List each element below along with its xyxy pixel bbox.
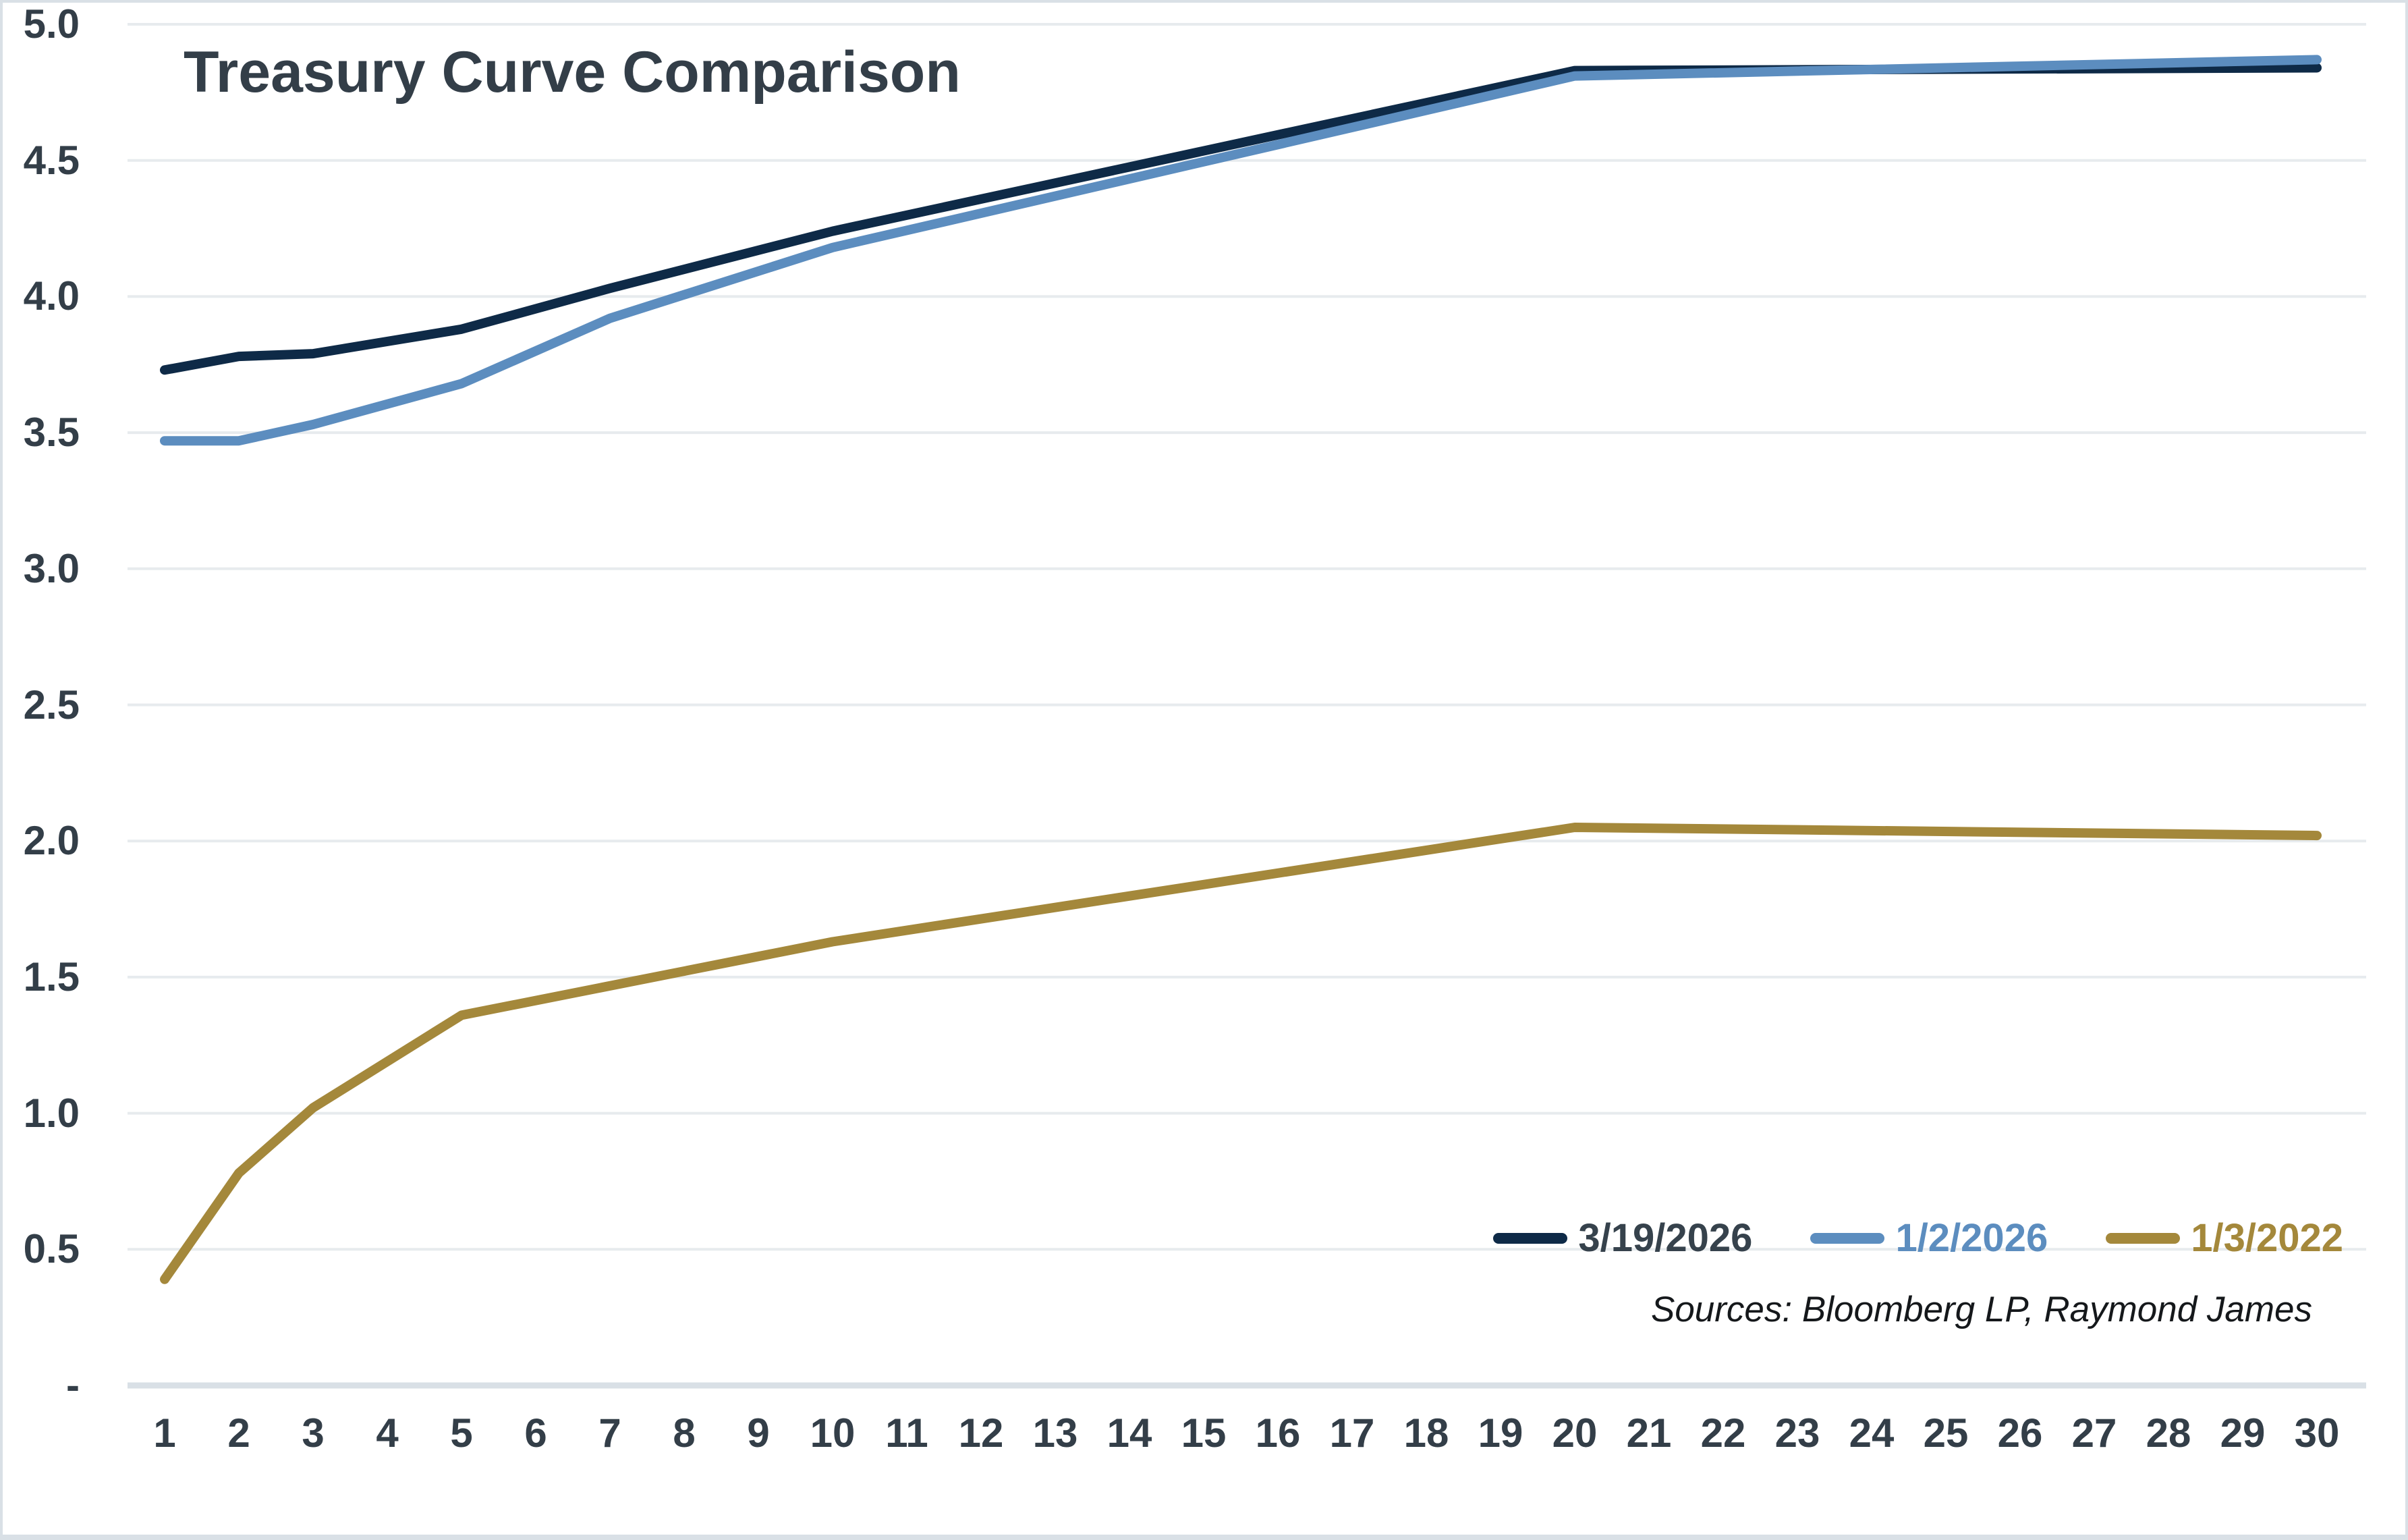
legend-swatch-1-3-2022 — [2106, 1232, 2181, 1244]
x-tick-label: 2 — [227, 1410, 250, 1456]
x-tick-label: 16 — [1255, 1410, 1301, 1456]
legend-item-3-19-2026: 3/19/2026 — [1493, 1215, 1752, 1261]
x-tick-label: 1 — [153, 1410, 176, 1456]
x-tick-label: 30 — [2294, 1410, 2340, 1456]
legend-swatch-1-2-2026 — [1810, 1232, 1885, 1244]
treasury-curve-chart — [128, 23, 2366, 1389]
x-tick-label: 24 — [1849, 1410, 1895, 1456]
legend-label-1-3-2022: 1/3/2022 — [2191, 1216, 2343, 1260]
x-tick-label: 19 — [1478, 1410, 1523, 1456]
y-tick-label: 0.5 — [23, 1226, 80, 1272]
y-tick-label: 2.5 — [23, 682, 80, 727]
x-tick-label: 5 — [450, 1410, 473, 1456]
x-tick-label: 9 — [747, 1410, 770, 1456]
x-tick-label: 8 — [673, 1410, 696, 1456]
x-tick-label: 21 — [1626, 1410, 1672, 1456]
x-tick-label: 13 — [1032, 1410, 1078, 1456]
x-tick-label: 4 — [376, 1410, 399, 1456]
x-tick-label: 26 — [1997, 1410, 2043, 1456]
x-tick-label: 22 — [1700, 1410, 1746, 1456]
x-tick-label: 27 — [2071, 1410, 2117, 1456]
chart-legend: 3/19/2026 1/2/2026 1/3/2022 — [1493, 1215, 2343, 1261]
x-tick-label: 29 — [2220, 1410, 2266, 1456]
legend-label-1-2-2026: 1/2/2026 — [1895, 1216, 2048, 1260]
legend-item-1-3-2022: 1/3/2022 — [2106, 1215, 2343, 1261]
x-tick-label: 12 — [958, 1410, 1004, 1456]
y-tick-label: 1.5 — [23, 954, 80, 999]
y-tick-label: 3.5 — [23, 410, 80, 456]
x-tick-label: 7 — [598, 1410, 621, 1456]
x-tick-label: 28 — [2146, 1410, 2191, 1456]
x-tick-label: 18 — [1403, 1410, 1449, 1456]
x-tick-label: 10 — [810, 1410, 856, 1456]
x-tick-label: 20 — [1552, 1410, 1598, 1456]
y-tick-label: - — [66, 1363, 80, 1408]
y-tick-label: 4.0 — [23, 273, 80, 319]
x-tick-label: 14 — [1107, 1410, 1152, 1456]
x-tick-label: 15 — [1181, 1410, 1227, 1456]
chart-title: Treasury Curve Comparison — [184, 40, 961, 105]
legend-swatch-3-19-2026 — [1493, 1232, 1568, 1244]
series-line-1-2-2026 — [160, 55, 2322, 446]
y-tick-label: 5.0 — [23, 1, 80, 47]
legend-item-1-2-2026: 1/2/2026 — [1810, 1215, 2048, 1261]
y-tick-label: 1.0 — [23, 1090, 80, 1136]
x-tick-label: 23 — [1774, 1410, 1820, 1456]
x-tick-label: 3 — [302, 1410, 325, 1456]
series-line-1-3-2022 — [160, 823, 2322, 1284]
y-tick-label: 4.5 — [23, 137, 80, 183]
x-tick-label: 17 — [1329, 1410, 1375, 1456]
x-tick-label: 11 — [885, 1410, 928, 1456]
x-tick-label: 25 — [1923, 1410, 1969, 1456]
y-tick-label: 3.0 — [23, 545, 80, 591]
x-tick-label: 6 — [524, 1410, 547, 1456]
sources-note: Sources: Bloomberg LP, Raymond James — [1650, 1290, 2312, 1329]
series-line-3-19-2026 — [160, 63, 2322, 375]
legend-label-3-19-2026: 3/19/2026 — [1578, 1216, 1753, 1260]
y-tick-label: 2.0 — [23, 818, 80, 864]
